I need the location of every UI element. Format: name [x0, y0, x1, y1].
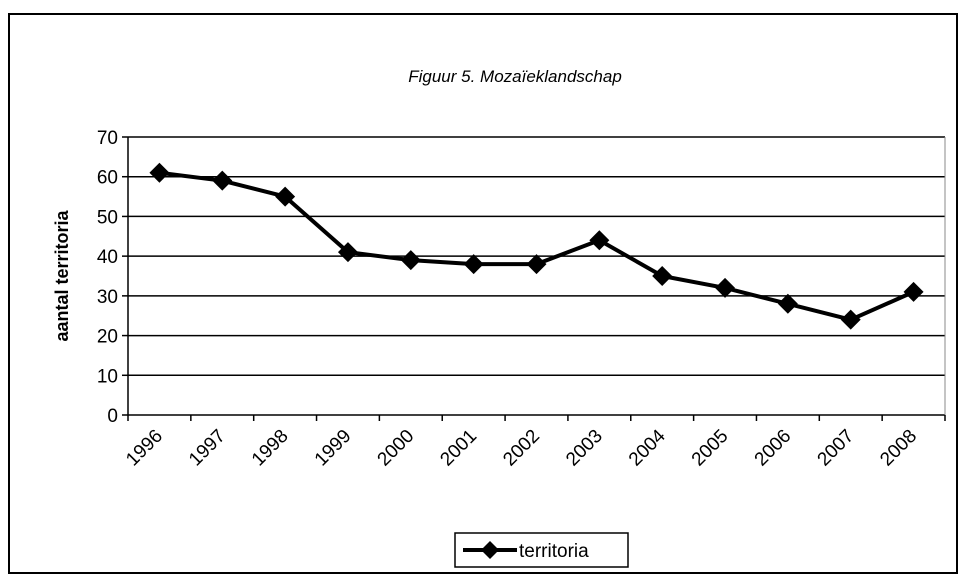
data-point [777, 293, 798, 314]
y-tick-label: 60 [97, 168, 118, 189]
data-point [212, 170, 233, 191]
y-tick-label: 10 [97, 366, 118, 387]
y-tick-label: 40 [97, 247, 118, 268]
legend-marker [481, 541, 499, 559]
y-tick-label: 20 [97, 327, 118, 348]
y-tick-label: 30 [97, 287, 118, 308]
data-point [840, 309, 861, 330]
data-point [589, 230, 610, 251]
data-point [903, 281, 924, 302]
legend-label: territoria [519, 541, 589, 562]
data-point [400, 250, 421, 271]
chart-frame [8, 13, 958, 574]
y-tick-label: 0 [107, 406, 118, 427]
y-tick-label: 50 [97, 207, 118, 228]
y-axis-label: aantal territoria [52, 209, 72, 341]
data-point [275, 186, 296, 207]
data-point [526, 254, 547, 275]
y-tick-label: 70 [97, 128, 118, 149]
data-point [463, 254, 484, 275]
data-point [337, 242, 358, 263]
data-point [652, 266, 673, 286]
data-point [715, 277, 736, 298]
data-point [149, 162, 170, 183]
chart-title: Figuur 5. Mozaïeklandschap [408, 67, 622, 86]
